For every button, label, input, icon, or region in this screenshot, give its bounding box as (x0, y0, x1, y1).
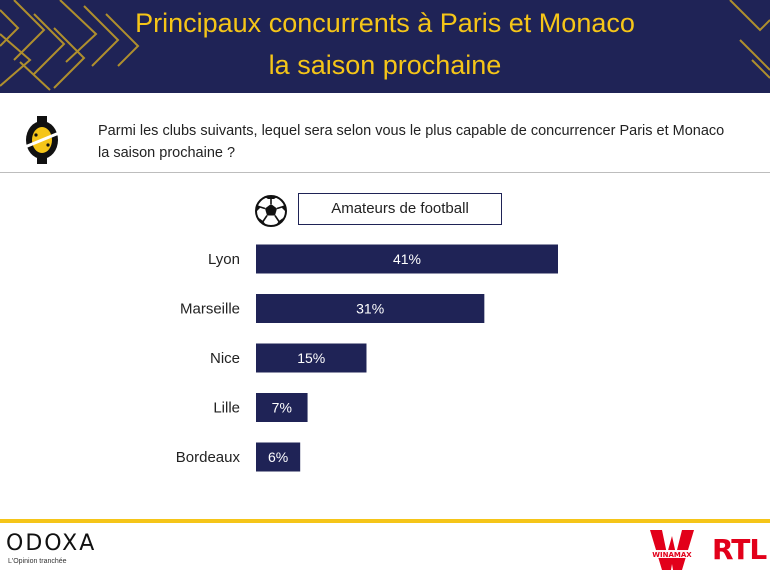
question-area: Parmi les clubs suivants, lequel sera se… (0, 108, 770, 173)
category-label: Marseille (180, 301, 240, 318)
bar (256, 393, 308, 422)
odoxa-tagline: L'Opinion tranchée (8, 558, 67, 565)
soccer-ball-icon (255, 195, 287, 227)
odoxa-coin-icon (24, 116, 60, 164)
bar (256, 343, 367, 373)
odoxa-logo: ODOXA L'Opinion tranchée (6, 531, 96, 565)
bar-value-label: 6% (268, 449, 288, 465)
odoxa-brand-name: ODOXA (6, 531, 97, 556)
winamax-logo-text: WINAMAX (652, 551, 692, 559)
category-label: Lille (213, 400, 240, 417)
header-banner: Principaux concurrents à Paris et Monaco… (0, 0, 770, 93)
footer-divider (0, 519, 770, 523)
page-title: Principaux concurrents à Paris et Monaco… (0, 0, 770, 86)
header-pattern-icon (0, 0, 770, 91)
page-title-line-1: Principaux concurrents à Paris et Monaco (135, 8, 635, 38)
rtl-logo: RTL (712, 533, 767, 566)
category-label: Bordeaux (176, 449, 241, 466)
bar-value-label: 31% (356, 301, 384, 317)
category-label: Lyon (208, 251, 240, 268)
question-divider (0, 172, 770, 173)
bar-value-label: 15% (297, 350, 325, 366)
bar (256, 244, 558, 274)
bar (256, 442, 301, 472)
winamax-logo: WINAMAX (650, 530, 694, 570)
bar (256, 294, 485, 323)
page-title-line-2: la saison prochaine (268, 50, 502, 80)
bar-value-label: 7% (272, 400, 292, 416)
segment-label: Amateurs de football (298, 193, 502, 225)
question-text: Parmi les clubs suivants, lequel sera se… (98, 123, 725, 161)
category-label: Nice (210, 350, 240, 367)
bar-chart: Lyon 41% Marseille 31% Nice 15% Lille 7% Bordeau… (176, 244, 558, 472)
bar-value-label: 41% (393, 251, 421, 267)
